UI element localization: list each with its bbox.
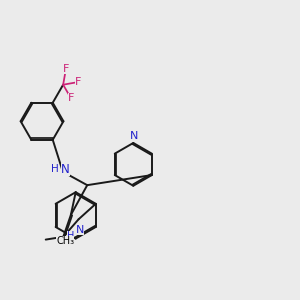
Text: F: F <box>63 64 69 74</box>
Text: H: H <box>51 164 58 174</box>
Text: H: H <box>67 231 74 241</box>
Text: N: N <box>76 225 84 235</box>
Text: N: N <box>61 163 70 176</box>
Text: N: N <box>130 131 138 141</box>
Text: F: F <box>68 93 74 103</box>
Text: CH₃: CH₃ <box>56 236 74 246</box>
Text: F: F <box>75 77 82 87</box>
